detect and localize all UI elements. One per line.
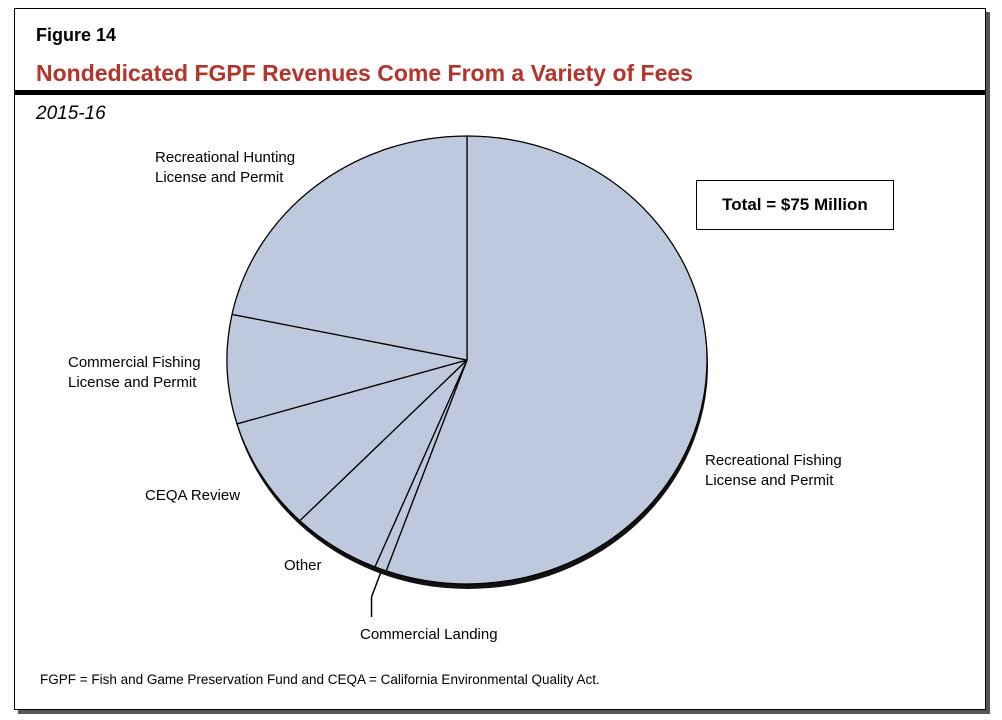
pie-slice-4 (226, 313, 468, 425)
slice-label-recreational-fishing: Recreational Fishing License and Permit (705, 452, 842, 489)
total-box: Total = $75 Million (696, 180, 894, 230)
slice-label-recreational-hunting: Recreational Hunting License and Permit (155, 149, 296, 186)
footnote: FGPF = Fish and Game Preservation Fund a… (40, 672, 600, 687)
chart-title: Nondedicated FGPF Revenues Come From a V… (36, 60, 693, 86)
slice-label-ceqa: CEQA Review (145, 487, 241, 504)
pie-slice-0 (385, 135, 708, 585)
slice-label-commercial-landing: Commercial Landing (360, 626, 498, 643)
chart-subtitle: 2015-16 (36, 103, 106, 124)
slice-label-commercial-fishing: Commercial Fishing License and Permit (68, 354, 201, 391)
slice-label-other: Other (284, 557, 322, 574)
pie-slice-3 (236, 359, 468, 522)
title-rule (15, 90, 985, 95)
pie-slice-5 (231, 135, 468, 361)
leader-line-commercial-landing (370, 572, 382, 617)
figure-label: Figure 14 (36, 25, 117, 45)
